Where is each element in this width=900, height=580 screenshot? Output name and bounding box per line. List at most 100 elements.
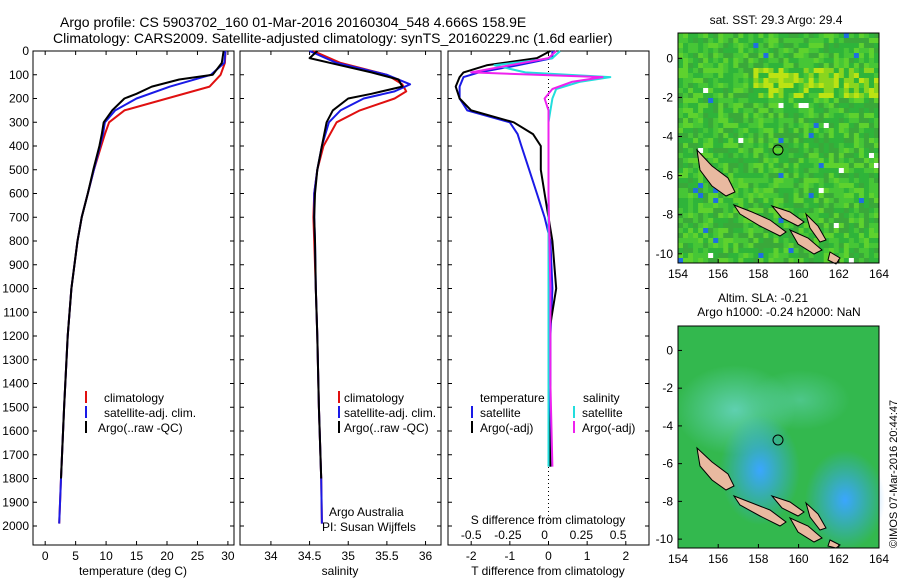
sst-cell (768, 173, 774, 179)
sst-cell (743, 233, 749, 239)
sst-cell (723, 243, 729, 249)
sst-cell (703, 253, 709, 259)
legend-argo-label: Argo(..raw -QC) (98, 421, 183, 435)
sst-cell (698, 123, 704, 129)
sst-cell (873, 253, 880, 259)
sst-cell (813, 133, 819, 139)
sst-cell (708, 83, 714, 89)
sst-cell (758, 178, 764, 184)
sst-cell (683, 238, 689, 244)
sst-cell (778, 258, 784, 264)
sst-cell (868, 43, 875, 49)
sst-cell (738, 133, 744, 139)
sst-cell (808, 143, 814, 149)
temperature-series (58, 50, 227, 524)
y-tick-label: 1400 (2, 377, 29, 391)
sst-cell (788, 103, 794, 109)
sst-cell (778, 43, 784, 49)
sst-cell (868, 63, 875, 69)
sst-cell (708, 53, 714, 59)
sst-cell (718, 153, 724, 159)
sst-cell (828, 243, 835, 249)
sst-cell (848, 163, 855, 169)
sst-cell (683, 33, 689, 39)
sst-cell (803, 38, 809, 44)
sst-cell (718, 38, 724, 44)
sst-cell (783, 158, 789, 164)
sst-cell (758, 83, 764, 89)
sst-cell (798, 83, 804, 89)
sst-cell (788, 178, 794, 184)
sst-cell (698, 48, 704, 54)
salinity-plot-frame (239, 50, 442, 546)
sst-cell (733, 33, 739, 39)
sst-cell (703, 108, 709, 114)
sst-cell (788, 198, 794, 204)
sst-cell (718, 93, 724, 99)
sst-cell (738, 38, 744, 44)
sst-cell (698, 113, 704, 119)
sst-cell (748, 88, 754, 94)
sst-cell (783, 53, 789, 59)
sst-cell (813, 153, 819, 159)
sst-cell (758, 173, 764, 179)
sst-cell (813, 218, 819, 224)
sla-map-frame (677, 325, 880, 549)
sst-cell (833, 168, 840, 174)
sst-cell (763, 238, 769, 244)
sst-cell (738, 198, 744, 204)
legend-t-satellite-label: satellite (480, 406, 521, 420)
sst-cell (843, 63, 850, 69)
sst-cell (723, 98, 729, 104)
sst-cell (733, 93, 739, 99)
sst-cell (728, 123, 734, 129)
sst-cell (818, 113, 825, 119)
sst-cell (713, 218, 719, 224)
sst-cell (833, 138, 840, 144)
sst-cell (793, 168, 799, 174)
sst-cell (713, 38, 719, 44)
sst-cell (863, 233, 870, 239)
sst-cell (733, 83, 739, 89)
sst-cell (703, 193, 709, 199)
sst-cell (703, 78, 709, 84)
sst-cell (723, 248, 729, 254)
sst-cell (788, 243, 794, 249)
sst-cell (843, 58, 850, 64)
sst-cell (733, 113, 739, 119)
sst-cell (693, 178, 699, 184)
sst-cell (713, 163, 719, 169)
sst-cell (798, 93, 804, 99)
sst-cell (818, 228, 825, 234)
sst-cell (713, 68, 719, 74)
sst-cell (818, 98, 825, 104)
sst-cell (828, 43, 835, 49)
sst-cell (778, 248, 784, 254)
sst-cell (793, 203, 799, 209)
sst-cell (828, 128, 835, 134)
sst-cell (733, 213, 739, 219)
sst-cell (843, 68, 850, 74)
sst-cell (698, 223, 704, 229)
sst-cell (753, 88, 759, 94)
sst-cell (778, 203, 784, 209)
sst-cell (733, 123, 739, 129)
sst-cell (723, 238, 729, 244)
sst-cell (798, 128, 804, 134)
sst-cell (738, 108, 744, 114)
sst-cell (778, 198, 784, 204)
sst-cell (858, 33, 865, 39)
sst-cell (808, 83, 814, 89)
sst-cell (743, 168, 749, 174)
sst-cell (728, 43, 734, 49)
sst-cell (853, 123, 860, 129)
sst-cell (778, 103, 784, 109)
sst-cell (763, 243, 769, 249)
s-difference-label: S difference from climatology (471, 513, 626, 527)
sst-cell (818, 243, 825, 249)
sst-cell (843, 108, 850, 114)
sst-cell (748, 98, 754, 104)
sst-cell (848, 243, 855, 249)
sst-cell (783, 138, 789, 144)
sst-cell (723, 78, 729, 84)
